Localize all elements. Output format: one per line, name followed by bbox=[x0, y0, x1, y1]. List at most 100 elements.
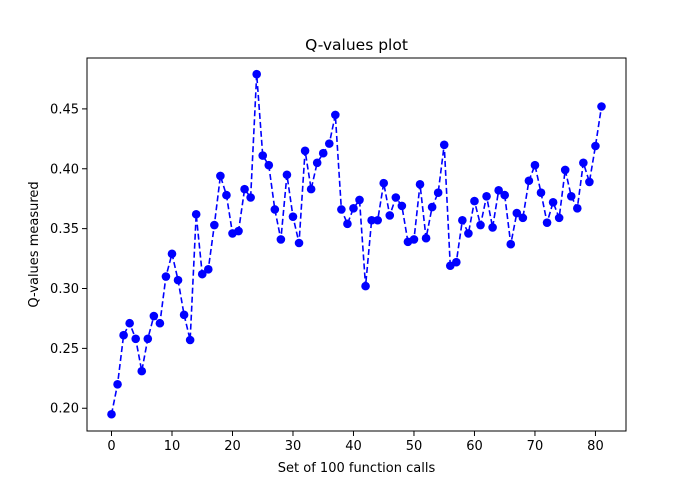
series-layer bbox=[107, 69, 606, 419]
data-point bbox=[373, 215, 382, 225]
ticks-layer: 0 10 20 30 40 50 60 70 80 0.20 0.25 0.30 0.35 0.40 0.4… bbox=[50, 102, 604, 454]
data-point bbox=[282, 170, 292, 180]
data-point bbox=[579, 158, 588, 168]
data-point bbox=[294, 238, 304, 248]
y-tick-label: 0.40 bbox=[50, 162, 79, 177]
data-point bbox=[518, 213, 528, 223]
data-point bbox=[585, 177, 594, 187]
data-point bbox=[222, 190, 231, 200]
data-point bbox=[113, 380, 122, 389]
data-point bbox=[476, 220, 485, 230]
data-point bbox=[482, 192, 491, 201]
data-point bbox=[415, 180, 425, 189]
x-tick-label: 40 bbox=[345, 439, 362, 454]
plot-frame bbox=[86, 57, 627, 432]
data-point bbox=[185, 335, 195, 345]
data-point bbox=[203, 265, 213, 274]
data-point bbox=[137, 366, 147, 376]
data-point bbox=[343, 219, 352, 229]
chart-title: Q-values plot bbox=[305, 36, 408, 54]
x-tick-label: 70 bbox=[527, 439, 544, 454]
data-point bbox=[524, 176, 534, 186]
y-tick-label: 0.20 bbox=[50, 402, 79, 417]
x-tick-label: 30 bbox=[285, 439, 302, 454]
data-point bbox=[536, 188, 546, 198]
data-point bbox=[197, 269, 207, 279]
data-point bbox=[566, 192, 576, 201]
data-point bbox=[573, 203, 582, 213]
data-point bbox=[397, 201, 407, 211]
y-tick-label: 0.35 bbox=[50, 222, 79, 237]
data-point bbox=[318, 148, 328, 158]
data-point bbox=[216, 171, 225, 181]
data-point bbox=[591, 141, 600, 151]
data-point bbox=[264, 160, 274, 170]
data-point bbox=[179, 310, 189, 320]
y-axis-label: Q-values measured bbox=[27, 181, 42, 307]
x-tick-label: 60 bbox=[466, 439, 483, 454]
data-point bbox=[452, 257, 461, 267]
data-point bbox=[240, 184, 249, 194]
data-point bbox=[300, 146, 310, 156]
data-point bbox=[500, 190, 510, 200]
y-tick-label: 0.45 bbox=[50, 102, 79, 117]
data-point bbox=[458, 215, 467, 225]
data-point bbox=[306, 184, 316, 194]
data-point bbox=[288, 212, 298, 221]
y-tick-label: 0.25 bbox=[50, 342, 79, 357]
data-point bbox=[367, 215, 376, 225]
data-point bbox=[542, 218, 552, 227]
data-point bbox=[379, 178, 389, 188]
x-tick-label: 20 bbox=[224, 439, 241, 454]
data-point bbox=[548, 197, 558, 207]
y-tick-label: 0.30 bbox=[50, 282, 79, 297]
data-point bbox=[385, 211, 395, 220]
data-point bbox=[161, 272, 171, 281]
data-point bbox=[439, 140, 449, 150]
data-point bbox=[349, 203, 358, 213]
data-point bbox=[270, 205, 280, 214]
data-point bbox=[361, 281, 370, 291]
x-tick-label: 0 bbox=[107, 439, 115, 454]
data-point bbox=[246, 193, 255, 202]
plot-area bbox=[87, 58, 626, 431]
x-tick-label: 50 bbox=[406, 439, 423, 454]
data-point bbox=[433, 188, 443, 198]
data-point bbox=[234, 226, 243, 236]
data-point bbox=[554, 213, 564, 223]
x-axis-label: Set of 100 function calls bbox=[278, 461, 436, 476]
data-point bbox=[488, 223, 497, 232]
data-point bbox=[107, 409, 116, 419]
data-point bbox=[391, 193, 401, 202]
data-point bbox=[312, 158, 322, 168]
data-point bbox=[125, 318, 134, 328]
data-point bbox=[258, 151, 268, 160]
data-point bbox=[276, 235, 286, 244]
data-point bbox=[597, 102, 606, 111]
data-point bbox=[464, 229, 473, 238]
data-point bbox=[530, 160, 540, 170]
x-tick-label: 10 bbox=[164, 439, 181, 454]
data-point bbox=[494, 186, 503, 195]
data-point bbox=[173, 275, 183, 285]
data-point bbox=[421, 233, 431, 243]
data-point bbox=[409, 235, 419, 244]
data-point bbox=[131, 334, 140, 344]
data-point bbox=[155, 318, 165, 328]
x-tick-label: 80 bbox=[587, 439, 604, 454]
data-point bbox=[210, 220, 219, 230]
data-point bbox=[331, 110, 340, 120]
data-point bbox=[167, 249, 177, 259]
data-point bbox=[143, 334, 153, 344]
data-point bbox=[191, 209, 201, 219]
data-point bbox=[560, 165, 570, 175]
data-point bbox=[252, 69, 261, 79]
data-point bbox=[355, 195, 364, 205]
data-point bbox=[470, 196, 479, 206]
data-point bbox=[427, 202, 437, 212]
data-point bbox=[506, 239, 516, 249]
data-point bbox=[512, 208, 522, 218]
data-point bbox=[119, 330, 128, 340]
data-point bbox=[324, 139, 334, 148]
